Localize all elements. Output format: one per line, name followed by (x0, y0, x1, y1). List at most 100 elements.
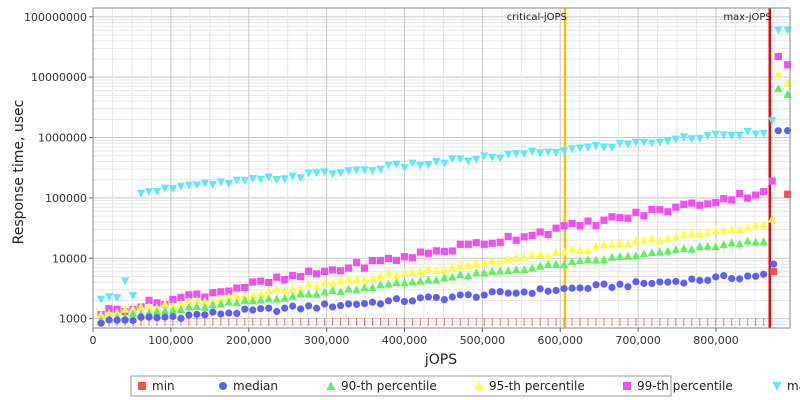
95-th-percentile-point (703, 227, 712, 236)
median-point (233, 309, 241, 317)
99-th-percentile-point (392, 256, 401, 265)
90-th-percentile-point (639, 249, 649, 258)
median-point (273, 307, 281, 316)
99-th-percentile-point (305, 267, 313, 275)
99-th-percentile-point (520, 233, 528, 241)
90-th-percentile-point (623, 251, 633, 260)
max-point (392, 160, 401, 169)
95-th-percentile-point (296, 284, 305, 293)
y-tick-label: 10000 (52, 252, 87, 265)
95-th-percentile-point (264, 286, 273, 295)
max-point (631, 138, 641, 147)
95-th-percentile-point (647, 234, 657, 243)
95-th-percentile-point (774, 70, 783, 79)
99-th-percentile-point (328, 266, 337, 274)
99-th-percentile-point (384, 254, 393, 263)
max-point (488, 153, 497, 162)
90-th-percentile-point (703, 241, 712, 250)
max-point (440, 159, 449, 168)
x-tick-label: 500,000 (460, 334, 506, 347)
90-th-percentile-point (392, 278, 401, 287)
median-point (313, 304, 321, 312)
95-th-percentile-point (256, 289, 265, 298)
99-th-percentile-point (416, 248, 424, 256)
99-th-percentile-point (400, 253, 409, 261)
annotations: critical-jOPS max-jOPS (100, 8, 772, 328)
max-point (432, 157, 441, 166)
90-th-percentile-point (695, 241, 704, 250)
99-th-percentile-point (680, 200, 688, 209)
max-point (312, 169, 321, 178)
max-point (543, 148, 553, 157)
median-point (281, 304, 289, 312)
90-th-percentile-point (256, 295, 265, 304)
99-th-percentile-point (664, 208, 672, 216)
90-th-percentile-point (751, 237, 760, 246)
90-th-percentile-point (296, 289, 305, 298)
95-th-percentile-point (607, 239, 617, 248)
max-point (368, 167, 377, 176)
90-th-percentile-point (368, 282, 377, 291)
median-point (408, 297, 417, 305)
max-point (304, 169, 313, 178)
median-point (696, 276, 704, 285)
max-point (328, 170, 337, 179)
95-th-percentile-point (631, 236, 641, 245)
median-point (600, 280, 608, 288)
legend-label-median: median (233, 379, 278, 393)
99-th-percentile-point (233, 284, 241, 292)
90-th-percentile-point (687, 244, 696, 253)
max-point (767, 117, 777, 126)
median-point (297, 305, 305, 313)
95-th-percentile-point (144, 302, 154, 311)
median-point (257, 305, 265, 313)
90-th-percentile-point (208, 300, 218, 309)
90-th-percentile-point (352, 285, 361, 294)
99-th-percentile-point (704, 200, 712, 208)
median-point (201, 311, 209, 319)
99-th-percentile-point (752, 191, 760, 199)
median-point (656, 278, 664, 286)
max-point (232, 176, 242, 185)
max-point (743, 128, 752, 137)
95-th-percentile-point (168, 301, 178, 310)
max-point (192, 181, 202, 190)
max-point (272, 176, 281, 185)
median-point (632, 278, 640, 286)
90-th-percentile-point (200, 302, 210, 311)
99-th-percentile-point (640, 212, 648, 220)
plot-border (92, 7, 791, 329)
median-point (560, 284, 568, 293)
legend-label-90-th-percentile: 90-th percentile (341, 379, 437, 393)
90-th-percentile-point (384, 279, 393, 288)
max-point (144, 188, 154, 197)
99-th-percentile-point (241, 283, 249, 292)
median-point (392, 295, 401, 303)
median-point (536, 285, 544, 293)
99-th-percentile-point (321, 267, 329, 276)
95-th-percentile-point (224, 292, 234, 301)
median-point (456, 291, 464, 299)
90-th-percentile-point (535, 261, 545, 270)
99-th-percentile-point (736, 189, 744, 198)
median-point (640, 279, 648, 287)
max-point (384, 161, 393, 170)
max-point (240, 176, 249, 185)
90-th-percentile-point (184, 302, 194, 311)
99-th-percentile-point (257, 277, 265, 285)
95-th-percentile-point (615, 238, 625, 247)
median-point (265, 304, 273, 312)
95-th-percentile-point (583, 245, 593, 254)
99-th-percentile-point (448, 247, 456, 255)
median-point (624, 283, 632, 291)
90-th-percentile-point (408, 277, 417, 286)
95-th-percentile-point (488, 256, 497, 265)
max-point (559, 147, 569, 156)
max-point (448, 155, 457, 164)
median-point (169, 312, 177, 321)
legend-label-max: max (787, 379, 800, 393)
99-th-percentile-point (273, 273, 281, 281)
95-th-percentile-point (535, 249, 545, 258)
99-th-percentile-point (289, 271, 297, 280)
95-th-percentile-point (424, 264, 433, 273)
